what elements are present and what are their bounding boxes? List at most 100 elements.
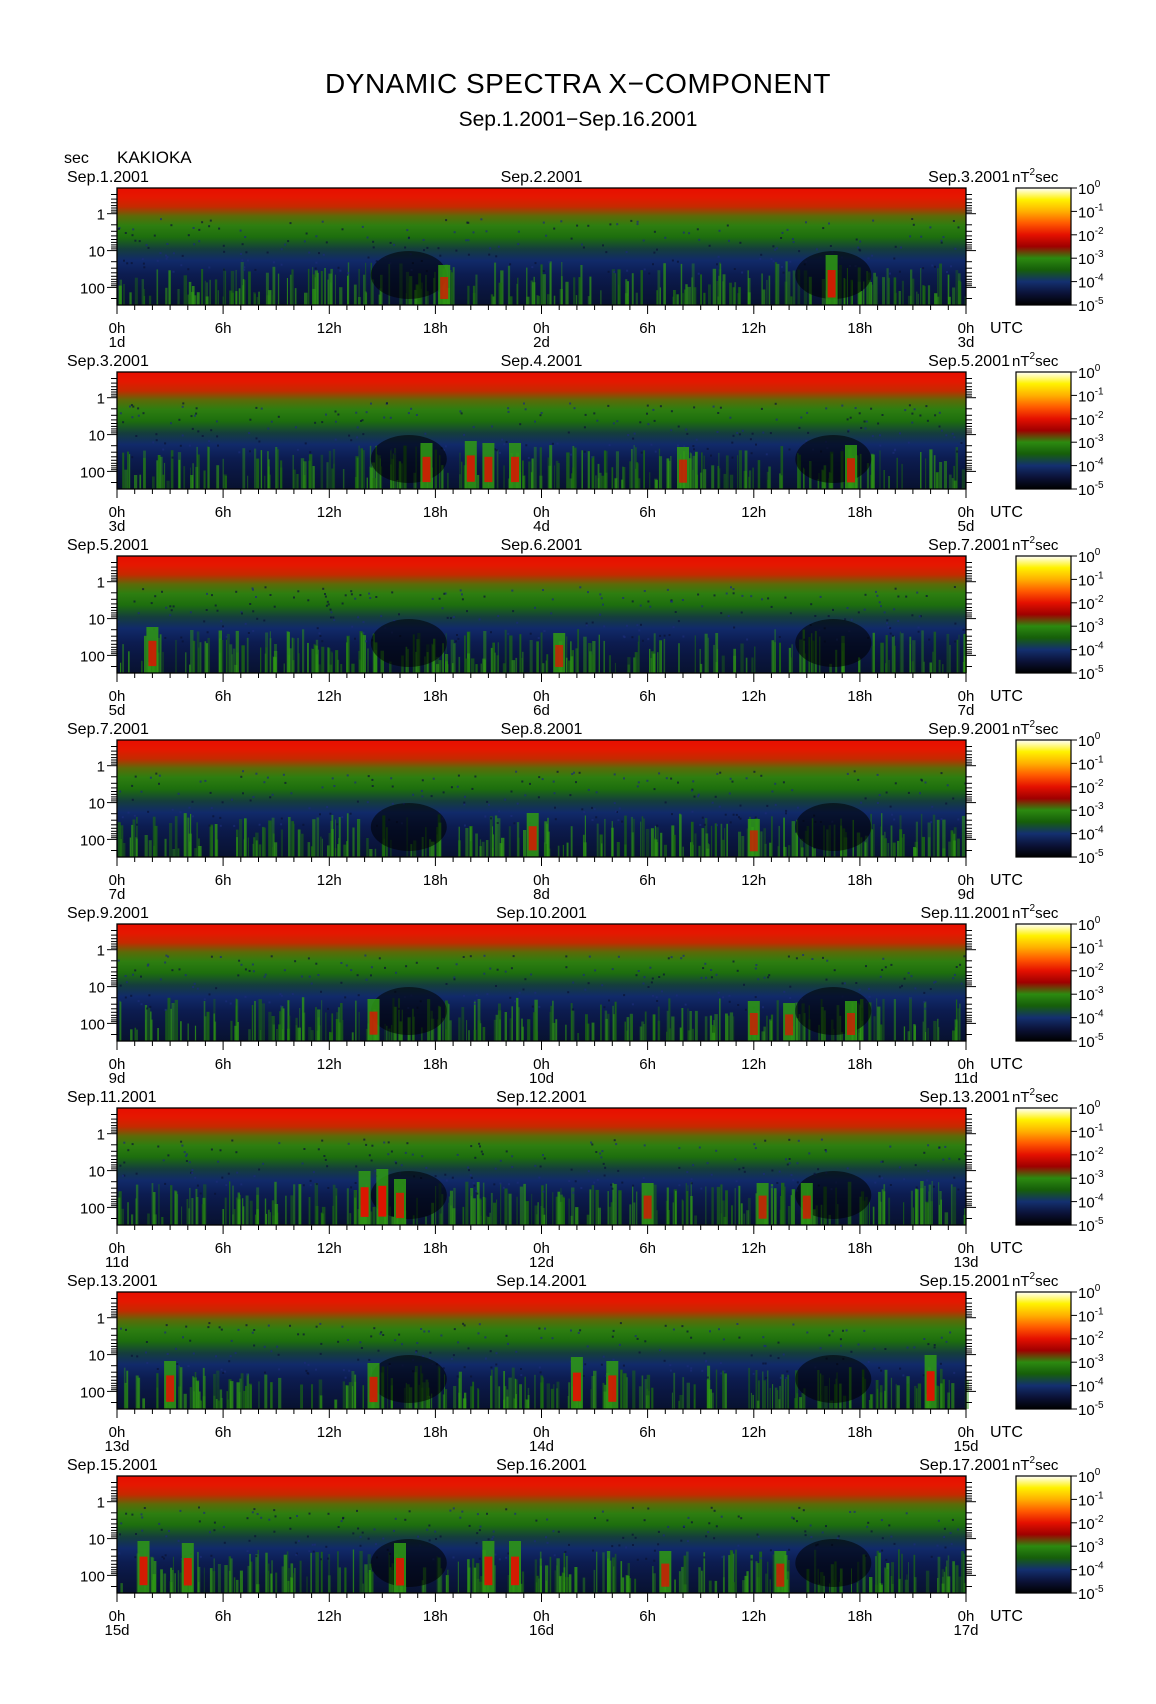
y-axis-unit-label: sec: [64, 150, 89, 167]
x-tick-label: 18h: [423, 1240, 448, 1257]
utc-label: UTC: [990, 1240, 1023, 1257]
day-label-mid: 8d: [533, 886, 550, 903]
x-tick-label: 0h: [533, 688, 550, 705]
colorbar-tick-label: 10-5: [1078, 1216, 1104, 1235]
x-tick-label: 0h: [109, 688, 126, 705]
x-tick-label: 0h: [958, 504, 975, 521]
day-label-mid: 14d: [529, 1438, 554, 1455]
station-label: KAKIOKA: [117, 148, 192, 167]
x-tick-label: 18h: [423, 320, 448, 337]
event-burst-4: [484, 1556, 493, 1586]
colorbar-tick-label: 10-4: [1078, 1377, 1104, 1396]
event-burst-5: [926, 1371, 935, 1401]
date-label-mid: Sep.2.2001: [501, 169, 583, 186]
x-tick-label: 12h: [317, 1424, 342, 1441]
colorbar-unit-label: nT2sec: [1012, 903, 1059, 922]
colorbar-tick-label: 10-3: [1078, 985, 1104, 1004]
colorbar-unit-label: nT2sec: [1012, 167, 1059, 186]
colorbar-tick-label: 100: [1078, 1467, 1101, 1486]
x-tick-label: 0h: [109, 872, 126, 889]
x-axis-ticks: [116, 857, 967, 866]
x-tick-label: 6h: [639, 1424, 656, 1441]
event-burst-3: [572, 1372, 581, 1402]
x-tick-label: 6h: [639, 1608, 656, 1625]
date-label-right: Sep.13.2001: [919, 1089, 1010, 1106]
y-axis-ticks: [107, 746, 976, 851]
x-tick-label: 12h: [741, 1056, 766, 1073]
date-label-right: Sep.3.2001: [928, 169, 1010, 186]
spectra-panel-4: 1 10 100 0h 6h 12h 18h 0h 6h 12h 18h 0h UTC 7d 8d 9d Sep…: [67, 719, 1104, 903]
day-label-mid: 6d: [533, 702, 550, 719]
y-tick-label: 100: [80, 1200, 105, 1217]
y-tick-label: 1: [97, 391, 105, 408]
x-tick-label: 6h: [639, 320, 656, 337]
colorbar-tick-label: 10-5: [1078, 1584, 1104, 1603]
date-label-right: Sep.15.2001: [919, 1273, 1010, 1290]
colorbar-tick-label: 10-2: [1078, 1330, 1104, 1349]
y-tick-label: 100: [80, 648, 105, 665]
y-tick-label: 100: [80, 832, 105, 849]
day-label-right: 5d: [958, 518, 975, 535]
x-tick-label: 6h: [215, 320, 232, 337]
x-tick-label: 12h: [741, 872, 766, 889]
colorbar-tick-label: 10-3: [1078, 249, 1104, 268]
x-tick-label: 0h: [958, 1240, 975, 1257]
day-label-right: 7d: [958, 702, 975, 719]
colorbar-tick-label: 10-5: [1078, 1032, 1104, 1051]
x-tick-label: 12h: [317, 320, 342, 337]
date-label-left: Sep.7.2001: [67, 721, 149, 738]
day-label-right: 3d: [958, 334, 975, 351]
x-tick-label: 18h: [847, 872, 872, 889]
x-tick-label: 12h: [317, 1608, 342, 1625]
x-tick-label: 12h: [317, 872, 342, 889]
colorbar-tick-label: 10-1: [1078, 570, 1104, 589]
y-tick-label: 1: [97, 1495, 105, 1512]
x-tick-label: 6h: [639, 1056, 656, 1073]
y-tick-label: 100: [80, 1016, 105, 1033]
colorbar-tick-label: 10-2: [1078, 962, 1104, 981]
event-burst-4: [608, 1375, 617, 1402]
colorbar-tick-label: 10-5: [1078, 1400, 1104, 1419]
x-tick-label: 6h: [639, 504, 656, 521]
y-tick-label: 10: [88, 1164, 105, 1181]
y-tick-label: 10: [88, 428, 105, 445]
x-tick-label: 6h: [639, 688, 656, 705]
x-tick-label: 0h: [109, 1608, 126, 1625]
event-burst-1: [422, 456, 431, 483]
y-tick-label: 10: [88, 1532, 105, 1549]
colorbar-tick-label: 10-3: [1078, 801, 1104, 820]
event-burst-1: [139, 1556, 148, 1586]
x-axis-ticks: [116, 673, 967, 682]
spectra-panel-2: 1 10 100 0h 6h 12h 18h 0h 6h 12h 18h 0h UTC 3d 4d 5d Sep…: [67, 351, 1104, 535]
colorbar-tick-label: 100: [1078, 547, 1101, 566]
x-tick-label: 12h: [741, 320, 766, 337]
x-tick-label: 6h: [639, 1240, 656, 1257]
colorbar-tick-label: 10-2: [1078, 594, 1104, 613]
x-axis-ticks: [116, 305, 967, 314]
day-label-mid: 10d: [529, 1070, 554, 1087]
event-burst-1: [360, 1187, 369, 1217]
event-burst-3: [396, 1192, 404, 1219]
x-tick-label: 6h: [215, 1240, 232, 1257]
colorbar-tick-label: 10-1: [1078, 938, 1104, 957]
colorbar-tick-label: 10-3: [1078, 433, 1104, 452]
day-label-mid: 4d: [533, 518, 550, 535]
x-tick-label: 0h: [958, 1056, 975, 1073]
colorbar: [1015, 555, 1072, 674]
y-tick-label: 100: [80, 1384, 105, 1401]
y-tick-label: 10: [88, 244, 105, 261]
colorbar: [1015, 371, 1072, 490]
event-burst-5: [679, 459, 687, 483]
day-label-left: 15d: [104, 1622, 129, 1639]
x-tick-label: 6h: [215, 504, 232, 521]
colorbar: [1015, 1107, 1072, 1226]
y-tick-label: 10: [88, 612, 105, 629]
colorbar: [1015, 739, 1072, 858]
event-burst-2: [378, 1185, 387, 1217]
x-tick-label: 0h: [109, 1056, 126, 1073]
event-burst-1: [166, 1375, 175, 1402]
event-burst-6: [802, 1195, 811, 1219]
event-burst-2: [183, 1558, 192, 1586]
colorbar: [1015, 923, 1072, 1042]
x-tick-label: 18h: [847, 688, 872, 705]
